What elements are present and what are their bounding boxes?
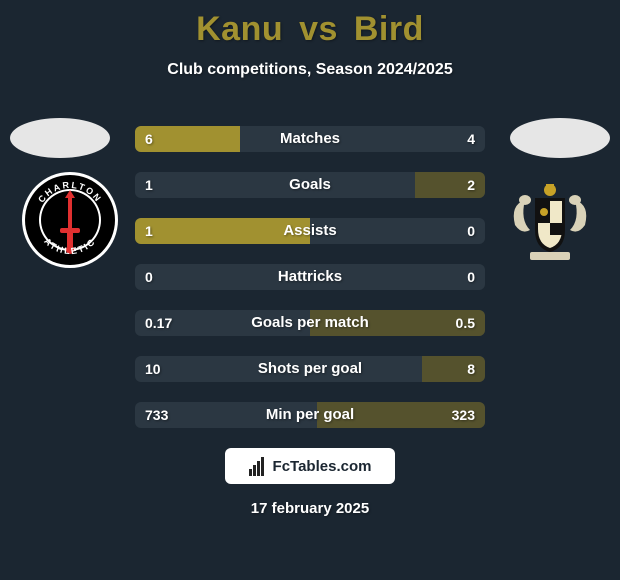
stats-panel: Matches64Goals12Assists10Hattricks00Goal… (135, 126, 485, 448)
stat-row: Shots per goal10 8 (135, 356, 485, 382)
stat-label: Goals (135, 172, 485, 198)
stat-value-right: 0 (457, 264, 485, 290)
player-right-name: Bird (354, 10, 424, 48)
stat-value-right: 0 (457, 218, 485, 244)
player-left-name: Kanu (196, 10, 283, 48)
stat-row: Assists1 0 (135, 218, 485, 244)
club-left-crest: CHARLTON ATHLETIC (20, 170, 120, 270)
stat-row: Min per goal733 323 (135, 402, 485, 428)
stat-value-left: 1 (135, 218, 163, 244)
stat-value-right: 323 (442, 402, 485, 428)
subtitle: Club competitions, Season 2024/2025 (0, 61, 620, 79)
stat-row: Goals1 2 (135, 172, 485, 198)
stat-row: Matches6 4 (135, 126, 485, 152)
player-right-photo (510, 118, 610, 158)
stat-value-right: 4 (457, 126, 485, 152)
stat-label: Shots per goal (135, 356, 485, 382)
stat-value-right: 0.5 (446, 310, 485, 336)
brand-logo-icon (249, 456, 269, 476)
brand-badge: FcTables.com (225, 448, 395, 484)
charlton-athletic-crest-icon: CHARLTON ATHLETIC (20, 170, 120, 270)
stat-label: Min per goal (135, 402, 485, 428)
club-right-crest (500, 170, 600, 270)
comparison-card: Kanu vs Bird Club competitions, Season 2… (0, 0, 620, 580)
title-separator: vs (299, 10, 338, 48)
stat-value-left: 0.17 (135, 310, 182, 336)
stat-value-left: 0 (135, 264, 163, 290)
player-left-photo (10, 118, 110, 158)
stat-value-left: 1 (135, 172, 163, 198)
stat-row: Goals per match0.17 0.5 (135, 310, 485, 336)
stat-value-left: 10 (135, 356, 171, 382)
stat-label: Goals per match (135, 310, 485, 336)
brand-text: FcTables.com (273, 458, 372, 475)
stat-value-right: 8 (457, 356, 485, 382)
stat-value-left: 6 (135, 126, 163, 152)
date-label: 17 february 2025 (0, 500, 620, 517)
opponent-crest-icon (500, 170, 600, 270)
stat-label: Matches (135, 126, 485, 152)
stat-value-right: 2 (457, 172, 485, 198)
stat-label: Assists (135, 218, 485, 244)
stat-label: Hattricks (135, 264, 485, 290)
stat-row: Hattricks0 0 (135, 264, 485, 290)
page-title: Kanu vs Bird (0, 0, 620, 49)
stat-value-left: 733 (135, 402, 178, 428)
